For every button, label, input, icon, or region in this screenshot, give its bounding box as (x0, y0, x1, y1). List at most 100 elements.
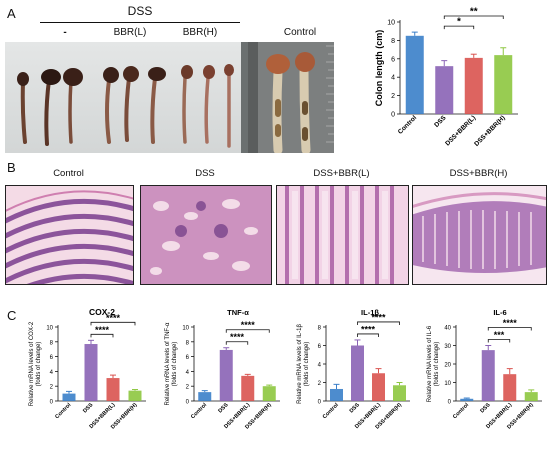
bar (330, 388, 343, 401)
bar (524, 392, 538, 401)
y-tick-label: 6 (50, 355, 54, 361)
colon-photo-control (248, 42, 334, 153)
histology-dss-bbr-h (412, 185, 547, 285)
significance-bracket (90, 333, 114, 338)
category-label: DSS (82, 402, 94, 414)
bar (128, 390, 142, 401)
panel-label-a: A (7, 6, 16, 21)
il6-chart: IL-6 0 10 20 30 40 Relative mRNA levels of IL-… (427, 308, 542, 431)
significance-bracket (225, 341, 249, 345)
bar (219, 349, 233, 401)
histology-dss (140, 185, 272, 285)
category-label: Control (190, 402, 208, 420)
bar (393, 385, 406, 401)
y-tick-label: 2 (318, 381, 322, 387)
y-tick-label: 8 (318, 326, 322, 332)
y-tick-label: 40 (444, 326, 451, 332)
y-axis-label: Relative mRNA levels of TNF-α(folds of c… (165, 322, 178, 406)
y-axis-label: Relative mRNA levels of IL-1β(folds of c… (297, 324, 310, 404)
y-tick-label: 0 (186, 400, 190, 406)
panel-label-b: B (7, 160, 16, 175)
chart-title: COX-2 (89, 307, 115, 317)
bar (106, 378, 120, 401)
bar (198, 392, 212, 401)
y-axis-label: Relative mRNA levels of IL-6(folds of ch… (427, 325, 440, 402)
bar (372, 373, 385, 401)
histology-control (5, 185, 134, 285)
y-tick-label: 6 (391, 56, 395, 63)
y-tick-label: 0 (391, 112, 395, 119)
bar (62, 393, 76, 401)
significance-bracket (357, 333, 379, 337)
y-tick-label: 2 (50, 385, 54, 391)
y-axis-label: Colon length (cm) (374, 30, 384, 107)
y-tick-label: 20 (444, 363, 451, 369)
y-tick-label: 8 (186, 340, 190, 346)
colon-specimen (20, 80, 27, 144)
significance-label: **** (230, 332, 245, 342)
category-label: DSS (349, 402, 361, 414)
bar (241, 375, 255, 401)
bar (351, 345, 364, 401)
cox2-chart: COX-2 0 2 4 6 8 10 Relative mRNA levels of COX-… (29, 307, 146, 431)
significance-bracket (487, 339, 511, 343)
il1b-chart: IL-1β 0 2 4 6 8 Relative mRNA levels of IL-1β(… (297, 308, 410, 431)
lane-label-bbr-h: BBR(H) (182, 27, 218, 38)
bar (405, 35, 424, 114)
significance-bracket (443, 15, 504, 19)
significance-bracket (357, 321, 400, 325)
y-tick-label: 6 (186, 355, 190, 361)
y-tick-label: 4 (50, 370, 54, 376)
significance-label: **** (371, 312, 386, 322)
significance-label: **** (503, 318, 518, 328)
y-tick-label: 8 (50, 340, 54, 346)
y-tick-label: 6 (318, 344, 322, 350)
category-label: DSS+BBR(H) (473, 114, 506, 147)
y-axis-label: Relative mRNA levels of COX-2(folds of c… (29, 321, 42, 406)
y-tick-label: 4 (318, 363, 322, 369)
y-tick-label: 0 (50, 400, 54, 406)
bar (435, 66, 454, 114)
y-tick-label: 2 (186, 385, 190, 391)
category-label: DSS (479, 402, 491, 414)
y-tick-label: 4 (186, 370, 190, 376)
bar (84, 344, 98, 401)
bar (460, 398, 474, 401)
panel-label-c: C (7, 308, 17, 323)
y-tick-label: 30 (444, 344, 451, 350)
bar (494, 55, 513, 114)
significance-bracket (443, 25, 475, 30)
category-label: DSS (433, 114, 448, 129)
y-tick-label: 8 (391, 38, 395, 45)
lane-label-dss: - (63, 27, 67, 38)
histology-label-dss-bbr-l: DSS+BBR(L) (313, 168, 370, 179)
histology-dss-bbr-l (276, 185, 409, 285)
bar (464, 57, 483, 114)
category-label: Control (54, 402, 72, 420)
significance-label: **** (106, 313, 121, 323)
significance-bracket (90, 321, 136, 326)
histology-label-dss: DSS (195, 168, 215, 179)
category-label: DSS+BBR(L) (444, 114, 477, 147)
significance-label: ** (470, 7, 478, 18)
significance-label: **** (361, 324, 376, 334)
category-label: Control (452, 402, 470, 420)
y-tick-label: 4 (391, 75, 395, 82)
y-tick-label: 0 (318, 400, 322, 406)
significance-label: *** (494, 330, 505, 340)
bar (503, 374, 517, 401)
lane-label-control: Control (283, 27, 317, 38)
significance-label: * (457, 17, 461, 28)
histology-label-dss-bbr-h: DSS+BBR(H) (449, 168, 508, 179)
y-tick-label: 10 (46, 326, 53, 332)
category-label: Control (322, 402, 340, 420)
significance-bracket (487, 327, 532, 331)
dss-group-label: DSS (127, 4, 153, 18)
chart-title: IL-6 (493, 308, 506, 317)
lane-label-bbr-l: BBR(L) (113, 27, 147, 38)
chart-title: TNF-α (227, 308, 249, 317)
y-tick-label: 2 (391, 93, 395, 100)
histology-label-control: Control (53, 168, 84, 179)
y-tick-label: 0 (448, 400, 452, 406)
significance-label: **** (95, 325, 110, 335)
